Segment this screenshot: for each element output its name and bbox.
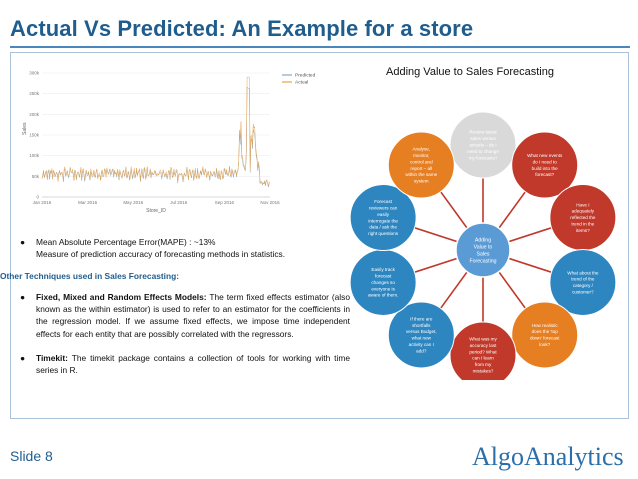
x-tick-label: Jul 2016: [170, 200, 188, 205]
node-circle: [349, 184, 417, 252]
bullet-icon: ●: [20, 237, 26, 247]
bullet-icon: ●: [20, 353, 26, 364]
content-frame: [10, 52, 629, 419]
legend-label: Actual: [295, 80, 308, 86]
mape-line-2: Measure of prediction accuracy of foreca…: [36, 249, 286, 260]
mind-map-node: Forecast reviewers can easily interrogate t…: [349, 184, 417, 252]
y-tick-label: 250k: [29, 91, 40, 96]
mape-line-1: Mean Absolute Percentage Error(MAPE) : ~…: [36, 237, 216, 247]
node-circle: [511, 301, 579, 369]
actual-vs-predicted-chart: 0 50k 100k 150k 200k 250k 300k Jan 2016 Mar 201…: [20, 65, 320, 220]
legend-label: Predicted: [295, 73, 316, 79]
body-text: ● Mean Absolute Percentage Error(MAPE) :…: [0, 236, 350, 377]
node-text: What new events do I need to build into th…: [527, 153, 563, 177]
node-text: How realistic does the 'top down' forecast…: [530, 323, 560, 347]
chart-svg: 0 50k 100k 150k 200k 250k 300k Jan 2016 Mar 201…: [20, 65, 320, 220]
node-text: If there are shortfalls versus Budget, what…: [406, 316, 437, 353]
node-circle: [387, 131, 455, 199]
bullet-icon: ●: [20, 291, 26, 302]
x-tick-label: May 2016: [123, 200, 143, 205]
y-tick-label: 0: [36, 195, 39, 200]
mind-map-node: If there are shortfalls versus Budget, what…: [387, 301, 455, 369]
mape-bullet: ● Mean Absolute Percentage Error(MAPE) :…: [20, 236, 350, 261]
title-divider: [10, 46, 630, 48]
mind-map-node: What was my accuracy last period? What can …: [449, 321, 517, 389]
center-circle: [455, 222, 511, 278]
slide-number: Slide 8: [10, 448, 53, 464]
node-circle: [511, 131, 579, 199]
x-axis-label: Store_ID: [146, 208, 166, 214]
other-techniques-heading: Other Techniques used in Sales Forecasti…: [0, 270, 180, 281]
y-axis-label: Sales: [22, 122, 28, 135]
node-text: What was my accuracy last period? What can …: [469, 337, 497, 374]
x-tick-label: Nov 2016: [260, 200, 280, 205]
series-line-actual: [41, 76, 271, 187]
node-text: Analyse, monitor, control and report – all w…: [405, 147, 437, 184]
mind-map-node: Easily track forecast changes so everyone i…: [349, 248, 417, 316]
mind-map-node: Analyse, monitor, control and report – all w…: [387, 131, 455, 199]
logo-wordmark: AlgoAnalytics: [472, 442, 624, 471]
y-tick-label: 300k: [29, 71, 40, 76]
diagram-caption: Adding Value to Sales Forecasting: [386, 66, 554, 78]
y-tick-label: 50k: [32, 174, 40, 179]
node-text: What about the trend of the category / cust…: [567, 270, 599, 294]
timekit-bullet: ● Timekit: The timekit package contains …: [20, 352, 350, 377]
center-text: Adding Value to Sales Forecasting: [469, 237, 496, 264]
mind-map-node: What new events do I need to build into th…: [511, 131, 579, 199]
y-tick-label: 100k: [29, 153, 40, 158]
timekit-title: Timekit:: [36, 353, 68, 364]
mind-map-node: What about the trend of the category / cust…: [549, 248, 617, 316]
node-circle: [549, 248, 617, 316]
node-text: Forecast reviewers can easily interrogate t…: [368, 199, 399, 236]
node-circle: [449, 111, 517, 179]
fixed-effects-text: The term fixed effects estimator (also k…: [36, 291, 350, 339]
node-text: Easily track forecast changes so everyone i…: [368, 267, 398, 298]
y-tick-label: 150k: [29, 133, 40, 138]
fixed-effects-title: Fixed, Mixed and Random Effects Models:: [36, 291, 207, 302]
timekit-text: The timekit package contains a collectio…: [36, 353, 350, 376]
mind-map-center: Adding Value to Sales Forecasting: [455, 222, 511, 278]
x-tick-label: Jan 2016: [33, 200, 52, 205]
chart-background: [20, 65, 320, 220]
mind-map-node: How realistic does the 'top down' forecast…: [511, 301, 579, 369]
x-tick-label: Sep 2016: [215, 200, 235, 205]
slide-title: Actual Vs Predicted: An Example for a st…: [10, 16, 474, 41]
x-tick-label: Mar 2016: [78, 200, 98, 205]
logo-svg: AlgoAnalytics: [472, 442, 624, 471]
node-circle: [387, 301, 455, 369]
fixed-effects-bullet: ● Fixed, Mixed and Random Effects Models…: [20, 291, 350, 340]
y-tick-label: 200k: [29, 112, 40, 117]
algoanalytics-logo: AlgoAnalytics: [470, 439, 630, 473]
